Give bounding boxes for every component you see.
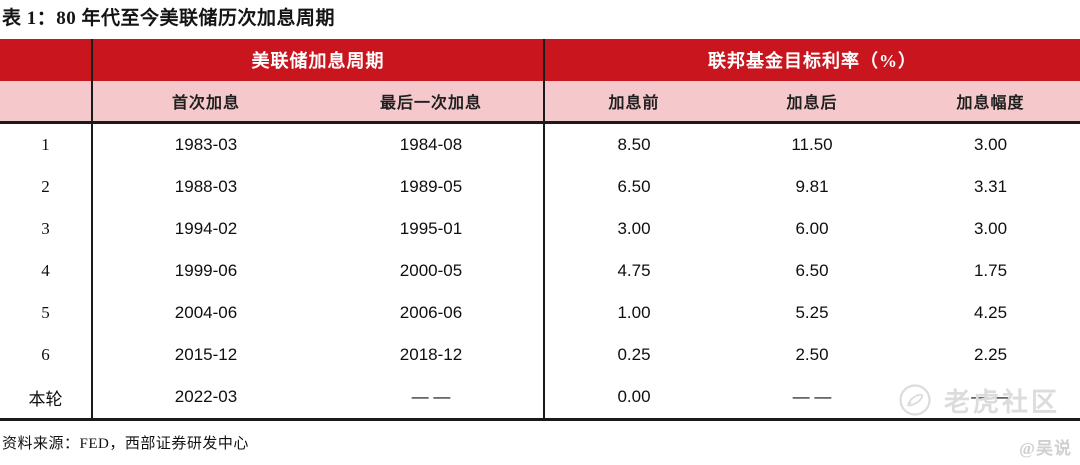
rate-before-cell: 8.50 bbox=[617, 135, 651, 154]
cycle-label: 3 bbox=[0, 208, 93, 250]
last-hike-cell: — — bbox=[319, 376, 545, 418]
last-hike-cell: 1984-08 bbox=[319, 124, 545, 166]
cycle-label: 4 bbox=[0, 250, 93, 292]
rate-before-cell: 4.75 bbox=[617, 261, 651, 280]
group-header-fed-cycle: 美联储加息周期 bbox=[93, 39, 545, 81]
data-source-note: 资料来源：FED，西部证券研发中心 bbox=[2, 436, 249, 452]
rate-magnitude-cell: 2.25 bbox=[973, 345, 1008, 364]
sub-header-before: 加息前 bbox=[608, 95, 660, 112]
first-hike-cell: 2004-06 bbox=[174, 303, 238, 322]
table-bottom-line bbox=[0, 418, 1080, 421]
rate-magnitude-cell: 1.75 bbox=[973, 261, 1008, 280]
table-title: 表 1：80 年代至今美联储历次加息周期 bbox=[2, 8, 336, 29]
rate-after-cell: — — bbox=[792, 387, 832, 406]
rate-before-cell: 0.25 bbox=[617, 345, 651, 364]
table-row: 4 1999-06 2000-05 4.75 6.50 1.75 bbox=[0, 250, 1080, 292]
sub-header-empty-cell bbox=[0, 81, 93, 121]
sub-header-magnitude: 加息幅度 bbox=[956, 95, 1025, 112]
group-header-row: 美联储加息周期 联邦基金目标利率（%） bbox=[0, 39, 1080, 81]
rate-before-cell: 0.00 bbox=[617, 387, 651, 406]
group-header-empty-cell bbox=[0, 39, 93, 81]
first-hike-cell: 2015-12 bbox=[174, 345, 238, 364]
table-row-current-cycle: 本轮 2022-03 — — 0.00 — — — — bbox=[0, 376, 1080, 418]
cycle-label: 2 bbox=[0, 166, 93, 208]
rate-magnitude-cell: 3.00 bbox=[973, 219, 1008, 238]
sub-header-row: 首次加息 最后一次加息 加息前 加息后 加息幅度 bbox=[0, 81, 1080, 121]
table-row: 3 1994-02 1995-01 3.00 6.00 3.00 bbox=[0, 208, 1080, 250]
author-handle: @吴说 bbox=[1019, 439, 1072, 458]
rate-before-cell: 3.00 bbox=[617, 219, 651, 238]
sub-header-last-hike: 最后一次加息 bbox=[319, 81, 545, 121]
first-hike-cell: 1988-03 bbox=[174, 177, 238, 196]
rate-hike-table: 美联储加息周期 联邦基金目标利率（%） 首次加息 最后一次加息 加息前 加息后 … bbox=[0, 39, 1080, 421]
rate-magnitude-cell: 3.31 bbox=[973, 177, 1008, 196]
rate-after-cell: 5.25 bbox=[795, 303, 829, 322]
first-hike-cell: 1999-06 bbox=[174, 261, 238, 280]
rate-after-cell: 6.50 bbox=[795, 261, 829, 280]
rate-magnitude-cell: 3.00 bbox=[973, 135, 1008, 154]
table-row: 5 2004-06 2006-06 1.00 5.25 4.25 bbox=[0, 292, 1080, 334]
rate-after-cell: 2.50 bbox=[795, 345, 829, 364]
rate-after-cell: 6.00 bbox=[795, 219, 829, 238]
cycle-label: 6 bbox=[0, 334, 93, 376]
sub-header-first-hike: 首次加息 bbox=[171, 95, 240, 112]
table-row: 2 1988-03 1989-05 6.50 9.81 3.31 bbox=[0, 166, 1080, 208]
rate-after-cell: 11.50 bbox=[791, 135, 833, 154]
table-row: 1 1983-03 1984-08 8.50 11.50 3.00 bbox=[0, 124, 1080, 166]
table-row: 6 2015-12 2018-12 0.25 2.50 2.25 bbox=[0, 334, 1080, 376]
last-hike-cell: 2006-06 bbox=[319, 292, 545, 334]
last-hike-cell: 1989-05 bbox=[319, 166, 545, 208]
rate-magnitude-cell: — — bbox=[971, 387, 1010, 406]
rate-before-cell: 6.50 bbox=[617, 177, 651, 196]
last-hike-cell: 2018-12 bbox=[319, 334, 545, 376]
last-hike-cell: 1995-01 bbox=[319, 208, 545, 250]
cycle-label: 本轮 bbox=[0, 376, 93, 418]
first-hike-cell: 1994-02 bbox=[174, 219, 238, 238]
sub-header-after: 加息后 bbox=[786, 95, 838, 112]
last-hike-cell: 2000-05 bbox=[319, 250, 545, 292]
rate-before-cell: 1.00 bbox=[617, 303, 651, 322]
cycle-label: 5 bbox=[0, 292, 93, 334]
group-header-target-rate: 联邦基金目标利率（%） bbox=[708, 51, 917, 71]
rate-after-cell: 9.81 bbox=[795, 177, 829, 196]
header-divider-line bbox=[0, 121, 1080, 124]
first-hike-cell: 2022-03 bbox=[174, 387, 238, 406]
first-hike-cell: 1983-03 bbox=[174, 135, 238, 154]
cycle-label: 1 bbox=[0, 124, 93, 166]
rate-magnitude-cell: 4.25 bbox=[973, 303, 1008, 322]
